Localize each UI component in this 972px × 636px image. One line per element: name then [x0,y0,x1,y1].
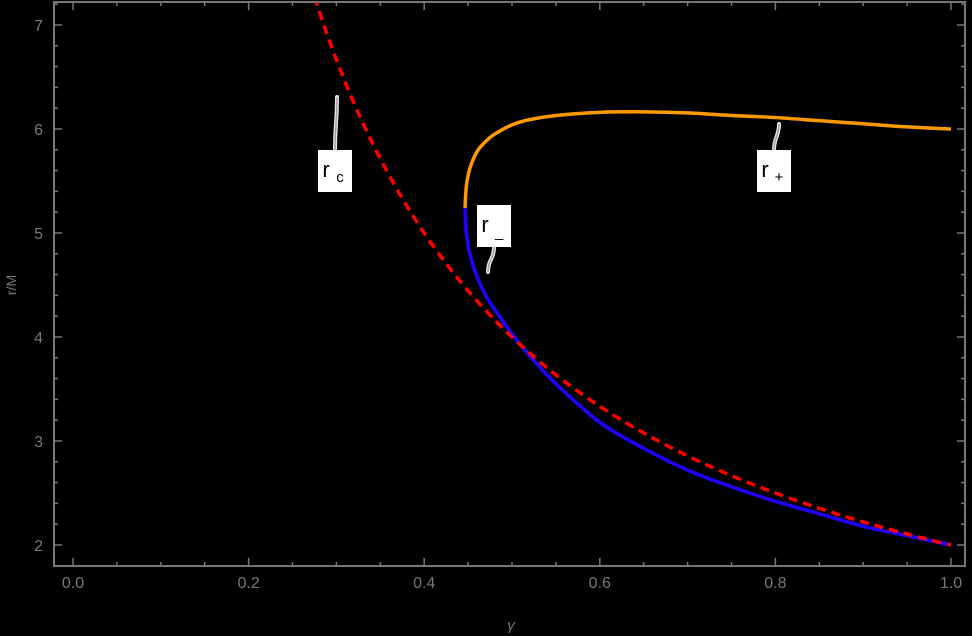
curve-labels: r cr _r + [318,95,791,274]
y-tick-label: 5 [34,226,43,243]
x-tick-label: 0.0 [62,575,84,592]
label-subscript: + [775,169,784,186]
x-tick-label: 0.6 [589,575,611,592]
plot-frame [53,1,966,567]
curve-rc [314,3,952,547]
label-subscript: _ [494,224,504,241]
y-tick-label: 2 [34,538,43,555]
curve-rminus [463,207,952,547]
y-tick-label: 7 [34,18,43,35]
callout-line-shade [334,96,338,151]
axis-ticks: 0.0 0.2 0.4 0.6 0.8 1.0 2 3 4 5 6 7 [34,2,965,592]
y-tick-label: 4 [34,330,43,347]
x-tick-label: 1.0 [940,575,962,592]
label-text: r [322,157,329,182]
x-tick-label: 0.4 [413,575,435,592]
x-tick-label: 0.8 [764,575,786,592]
x-axis-title: γ [507,617,516,634]
curve-rplus [463,110,952,209]
callout-line-shade [487,246,495,273]
y-tick-label: 3 [34,434,43,451]
x-tick-label: 0.2 [237,575,259,592]
label-text: r [761,157,768,182]
y-axis-title: r/M [3,275,19,295]
plot-curves [314,3,952,547]
label-text: r [481,212,488,237]
label-subscript: c [336,169,344,186]
label-box-r+ [757,150,791,192]
plot-border [53,1,966,567]
y-tick-label: 6 [34,122,43,139]
callout-line-shade [773,123,780,151]
label-box-r- [477,205,511,247]
label-box-rc [318,150,352,192]
